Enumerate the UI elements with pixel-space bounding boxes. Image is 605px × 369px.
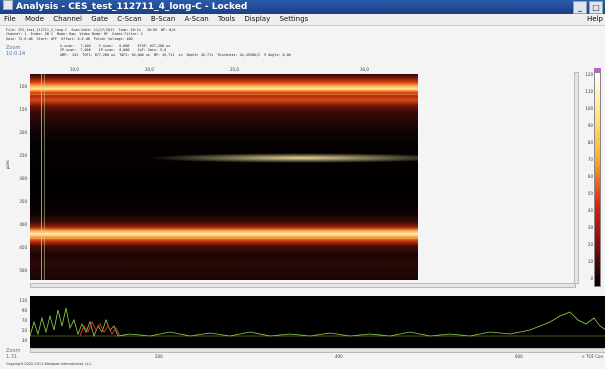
- x-tick-label: 30,0: [360, 67, 369, 72]
- menu-file[interactable]: File: [4, 15, 16, 23]
- y-tick-label: 500: [19, 268, 27, 273]
- amplitude-colorbar: [594, 72, 601, 287]
- menu-tools[interactable]: Tools: [217, 15, 236, 23]
- colorbar-label: 20: [587, 242, 593, 247]
- x-tick-label: 10,0: [70, 67, 79, 72]
- texture-line: [30, 94, 418, 95]
- zoom-value[interactable]: 10:0.14: [6, 51, 26, 57]
- colorbar-label: 60: [587, 174, 593, 179]
- a-tick-label: 50: [21, 328, 27, 333]
- tof-control-label[interactable]: > TOF Con: [581, 354, 603, 359]
- colorbar-overflow-marker: [594, 68, 601, 72]
- colorbar-label: 10: [587, 259, 593, 264]
- app-icon: [3, 0, 13, 10]
- ascan-y-axis: 110 90 70 50 30: [6, 296, 28, 348]
- zoom-label: Zoom: [6, 45, 21, 51]
- colorbar-labels: 120 110 100 90 80 70 60 50 40 30 20 10 0: [580, 72, 593, 287]
- copyright-text: Copyright 2002-2011 Westpoe Internationa…: [6, 362, 92, 366]
- y-tick-label: 150: [19, 107, 27, 112]
- y-tick-label: 250: [19, 153, 27, 158]
- texture-line: [30, 86, 418, 87]
- a-tick-label: 70: [21, 318, 27, 323]
- colorbar-label: 50: [587, 191, 593, 196]
- measure-line-3: AMP: 252 TOF1: 077,200 us TOF2: 50,000 u…: [60, 52, 291, 57]
- ascan-zoom-value[interactable]: 1.31: [6, 354, 18, 360]
- menu-channel[interactable]: Channel: [53, 15, 83, 23]
- measurement-panel: X-scan: 7,500 Y-scan: 0,000 ETOF: 027,20…: [60, 44, 291, 57]
- y-tick-label: 350: [19, 199, 27, 204]
- colorbar-label: 80: [587, 140, 593, 145]
- waveform-red: [79, 320, 121, 337]
- bscan-x-axis: 10,0 20,0 25,0 30,0: [30, 67, 418, 73]
- x-tick-label: 200: [155, 354, 163, 359]
- y-tick-label: 300: [19, 176, 27, 181]
- menu-mode[interactable]: Mode: [24, 15, 45, 23]
- x-tick-label: 25,0: [230, 67, 239, 72]
- waveform-svg: [30, 307, 605, 338]
- y-tick-label: 450: [19, 245, 27, 250]
- colorbar-label: 0: [590, 276, 593, 281]
- y-tick-label: 200: [19, 130, 27, 135]
- menu-help[interactable]: Help: [587, 15, 603, 23]
- a-tick-label: 30: [21, 338, 27, 343]
- ascan-horizontal-scrollbar[interactable]: [30, 348, 605, 353]
- ascan-zoom-label: Zoom: [6, 348, 21, 354]
- menu-b-scan[interactable]: B-Scan: [150, 15, 176, 23]
- colorbar-label: 100: [585, 106, 593, 111]
- menu-bar: File Mode Channel Gate C-Scan B-Scan A-S…: [0, 14, 605, 26]
- measure-line-2: IP-scan: 7,000 IP-scan: 0,000 IoF: Gain:…: [60, 48, 167, 53]
- info-line-3: Gain: 72.0 dB Start: OFF Offset: 0.0 dB …: [6, 36, 133, 41]
- texture-line: [30, 238, 418, 239]
- colorbar-label: 40: [587, 208, 593, 213]
- scan-info-panel: File: CES_test_112711_4_long-C Scan Date…: [6, 28, 175, 41]
- colorbar-label: 70: [587, 157, 593, 162]
- b-scan-image[interactable]: [30, 74, 418, 280]
- texture-line: [30, 232, 418, 233]
- maximize-button[interactable]: □: [589, 1, 603, 14]
- colorbar-label: 120: [585, 72, 593, 77]
- y-tick-label: 400: [19, 222, 27, 227]
- menu-gate[interactable]: Gate: [91, 15, 109, 23]
- menu-a-scan[interactable]: A-Scan: [184, 15, 209, 23]
- x-tick-label: 400: [335, 354, 343, 359]
- ascan-x-axis: 200 400 600: [30, 354, 605, 360]
- measure-line-1: X-scan: 7,500 Y-scan: 0,000 ETOF: 027,20…: [60, 44, 171, 48]
- bscan-y-axis: 100 150 200 250 300 350 400 450 500: [12, 74, 28, 280]
- bscan-vertical-scrollbar[interactable]: [574, 72, 579, 284]
- menu-settings[interactable]: Settings: [279, 15, 309, 23]
- menu-display[interactable]: Display: [244, 15, 271, 23]
- minimize-button[interactable]: _: [573, 1, 587, 14]
- info-line-1: File: CES_test_112711_4_long-C Scan Date…: [6, 28, 176, 32]
- y-axis-label: μsec: [5, 160, 10, 170]
- a-tick-label: 90: [21, 308, 27, 313]
- menu-c-scan[interactable]: C-Scan: [117, 15, 142, 23]
- waveform-green: [30, 307, 605, 338]
- window-title: Analysis - CES_test_112711_4_long-C - Lo…: [16, 2, 248, 12]
- a-tick-label: 110: [19, 298, 27, 303]
- x-tick-label: 20,0: [145, 67, 154, 72]
- colorbar-label: 110: [585, 89, 593, 94]
- colorbar-label: 90: [587, 123, 593, 128]
- info-line-2: Channel: 1 Index: 5B 1 Mode: Raw Video M…: [6, 32, 143, 37]
- y-tick-label: 100: [19, 84, 27, 89]
- colorbar-label: 30: [587, 225, 593, 230]
- bscan-horizontal-scrollbar[interactable]: [30, 283, 576, 288]
- x-tick-label: 600: [515, 354, 523, 359]
- a-scan-waveform[interactable]: [30, 296, 605, 348]
- cursor-line[interactable]: [41, 74, 42, 280]
- window-titlebar: Analysis - CES_test_112711_4_long-C - Lo…: [0, 0, 605, 14]
- cursor-line-secondary[interactable]: [44, 74, 45, 280]
